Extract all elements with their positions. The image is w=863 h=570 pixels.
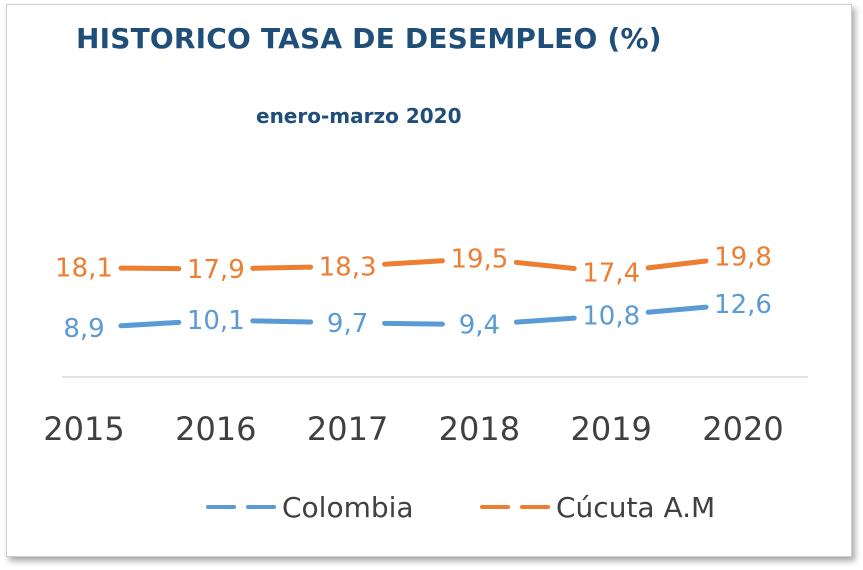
legend-dash (206, 505, 236, 509)
legend-dash (520, 505, 550, 509)
x-tick-label: 2016 (175, 410, 256, 448)
legend-swatch-cucuta (480, 505, 550, 509)
legend-colombia: Colombia (206, 487, 414, 527)
data-label-c-cuta-a-m: 18,1 (55, 254, 113, 284)
legend-swatch-colombia (206, 505, 276, 509)
legend-dash (246, 505, 276, 509)
chart-title: HISTORICO TASA DE DESEMPLEO (%) (76, 22, 662, 55)
chart-frame (6, 4, 852, 557)
x-tick-label: 2017 (307, 410, 388, 448)
series-line-segment-colombia (118, 319, 182, 329)
x-tick-label: 2015 (43, 410, 124, 448)
series-line-segment-c-cuta-a-m (645, 258, 709, 271)
legend-dash (480, 505, 510, 509)
data-label-colombia: 8,9 (63, 314, 104, 344)
data-label-c-cuta-a-m: 18,3 (319, 252, 377, 282)
legend-label-cucuta: Cúcuta A.M (556, 490, 716, 524)
legend-label-colombia: Colombia (282, 490, 414, 524)
chart-subtitle: enero-marzo 2020 (256, 104, 462, 128)
data-label-c-cuta-a-m: 17,9 (187, 255, 245, 285)
data-label-c-cuta-a-m: 19,5 (450, 245, 508, 275)
data-label-colombia: 9,4 (459, 311, 500, 341)
data-label-colombia: 10,1 (187, 306, 245, 336)
data-label-colombia: 9,7 (327, 309, 368, 339)
data-label-c-cuta-a-m: 17,4 (582, 258, 640, 288)
series-line-segment-c-cuta-a-m (118, 265, 182, 272)
series-line-segment-c-cuta-a-m (513, 259, 577, 271)
series-line-segment-c-cuta-a-m (250, 264, 314, 271)
series-line-segment-c-cuta-a-m (382, 258, 445, 267)
x-tick-label: 2019 (570, 410, 651, 448)
data-label-colombia: 10,8 (582, 302, 640, 332)
data-label-colombia: 12,6 (714, 290, 772, 320)
series-line-segment-colombia (250, 318, 314, 325)
data-label-c-cuta-a-m: 19,8 (714, 243, 772, 273)
series-line-segment-colombia (645, 304, 709, 315)
legend-cucuta: Cúcuta A.M (480, 487, 715, 527)
series-line-segment-colombia (513, 315, 577, 325)
x-tick-label: 2020 (702, 410, 783, 448)
x-tick-label: 2018 (439, 410, 520, 448)
series-line-segment-colombia (382, 320, 445, 327)
